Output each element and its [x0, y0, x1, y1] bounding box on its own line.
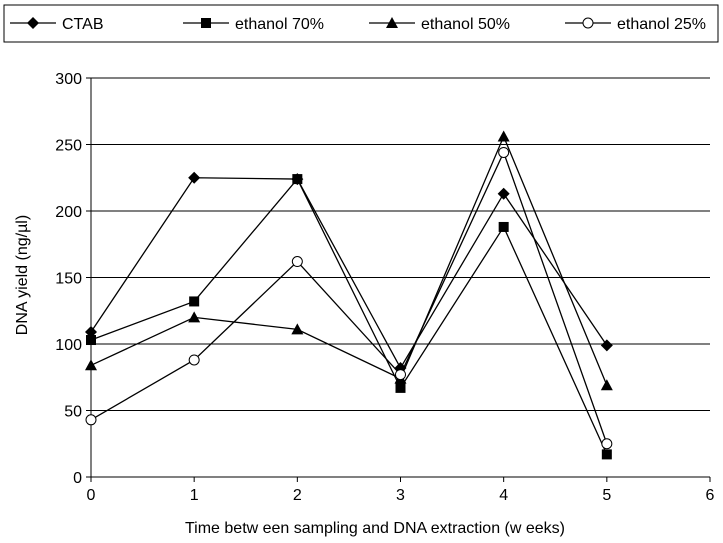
point-ethanol-70--2	[292, 174, 303, 185]
point-ethanol-50--1	[188, 311, 201, 323]
legend-label-ethanol-50-: ethanol 50%	[421, 16, 510, 33]
y-tick-label-250: 250	[55, 138, 82, 155]
point-ethanol-25--0	[85, 414, 97, 426]
y-tick-label-300: 300	[55, 71, 82, 88]
point-ethanol-25--5	[601, 438, 613, 450]
legend: CTAB ethanol 70% ethanol 50% ethanol 25%	[3, 4, 719, 43]
series-line-ethanol-70-	[90, 177, 608, 455]
point-ethanol-70--0	[86, 335, 96, 346]
y-tick-label-0: 0	[73, 470, 82, 487]
series-line-ctab	[90, 177, 608, 370]
x-tick-label-2: 2	[293, 487, 302, 504]
legend-marker-ethanol-25-	[582, 17, 594, 29]
x-axis-title: Time betw een sampling and DNA extractio…	[185, 520, 565, 537]
series-line-ethanol-50-	[90, 134, 608, 386]
plot-area: 0 50 100 150 200 250 300 0 1 2 3 4 5 6	[55, 71, 714, 504]
y-tick-label-100: 100	[55, 337, 82, 354]
point-ethanol-70--1	[189, 296, 200, 307]
point-ethanol-50--0	[85, 359, 97, 371]
point-ctab-4	[497, 187, 510, 200]
point-ethanol-25--2	[291, 256, 303, 268]
x-tick-label-0: 0	[87, 487, 96, 504]
point-ethanol-50--2	[291, 323, 304, 335]
point-ethanol-50--5	[600, 379, 613, 391]
legend-marker-ethanol-70-	[201, 18, 211, 28]
y-tick-label-200: 200	[55, 204, 82, 221]
point-ctab-5	[600, 339, 613, 352]
point-ethanol-50--4	[497, 130, 510, 142]
x-tick-label-4: 4	[499, 487, 508, 504]
y-axis-title: DNA yield (ng/µl)	[14, 215, 31, 335]
x-tick-label-3: 3	[396, 487, 405, 504]
legend-marker-ctab	[27, 17, 39, 29]
x-tick-label-1: 1	[190, 487, 199, 504]
point-ethanol-25--3	[395, 369, 406, 381]
x-tick-label-5: 5	[602, 487, 611, 504]
x-tick-label-6: 6	[706, 487, 715, 504]
y-tick-label-150: 150	[55, 271, 82, 288]
legend-label-ethanol-70-: ethanol 70%	[235, 16, 324, 33]
legend-marker-ethanol-50-	[386, 17, 398, 28]
point-ctab-1	[188, 171, 201, 184]
legend-label-ethanol-25-: ethanol 25%	[617, 16, 706, 33]
point-ethanol-70--5	[601, 449, 612, 460]
point-ethanol-70--3	[395, 382, 406, 393]
series-line-ethanol-25-	[90, 150, 608, 444]
y-tick-label-50: 50	[64, 404, 82, 421]
legend-label-ctab: CTAB	[62, 16, 103, 33]
point-ethanol-25--1	[188, 354, 200, 366]
point-ethanol-25--4	[498, 146, 510, 158]
point-ethanol-70--4	[498, 221, 509, 232]
